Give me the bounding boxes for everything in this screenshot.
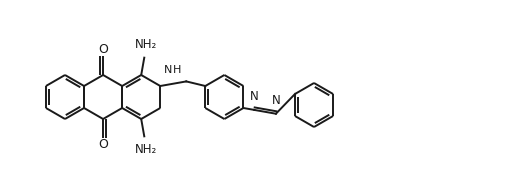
Text: H: H xyxy=(173,65,182,75)
Text: N: N xyxy=(271,94,280,107)
Text: N: N xyxy=(164,65,172,75)
Text: NH₂: NH₂ xyxy=(135,143,157,156)
Text: NH₂: NH₂ xyxy=(135,38,157,51)
Text: O: O xyxy=(98,43,108,56)
Text: N: N xyxy=(250,90,259,103)
Text: O: O xyxy=(98,138,108,151)
